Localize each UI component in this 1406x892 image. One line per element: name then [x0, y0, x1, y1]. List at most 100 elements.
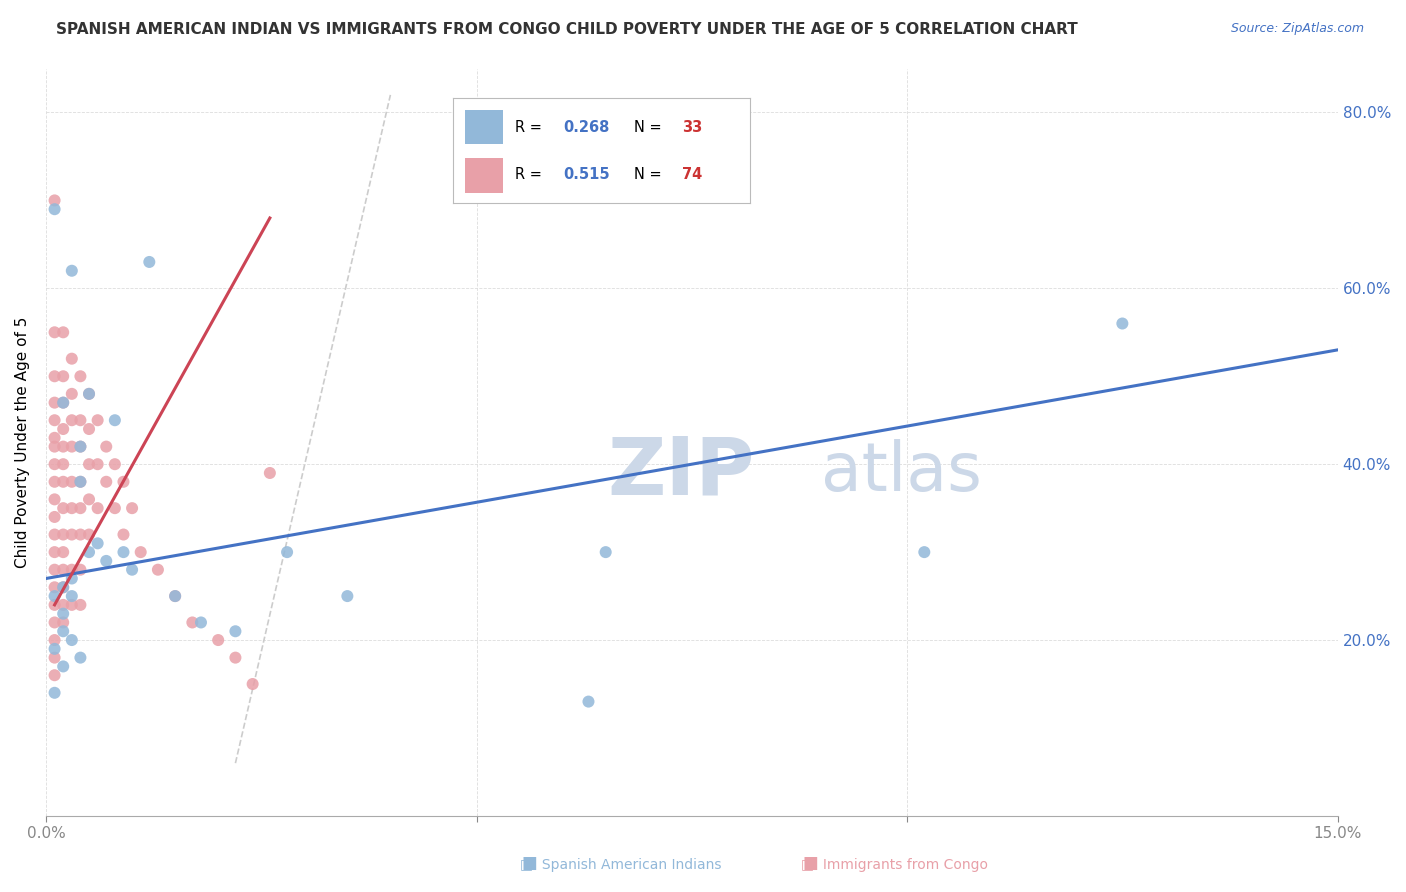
Point: [224, 624, 246, 639]
Point: [52, 527, 75, 541]
Point: [224, 650, 246, 665]
Point: [52, 395, 75, 409]
Point: [60, 589, 83, 603]
Point: [52, 580, 75, 594]
Text: □  Spanish American Indians: □ Spanish American Indians: [520, 858, 721, 872]
Point: [96, 440, 118, 454]
Point: [44, 510, 66, 524]
Point: [259, 466, 281, 480]
Point: [86, 413, 108, 427]
Point: [69, 440, 91, 454]
Point: [44, 580, 66, 594]
Text: SPANISH AMERICAN INDIAN VS IMMIGRANTS FROM CONGO CHILD POVERTY UNDER THE AGE OF : SPANISH AMERICAN INDIAN VS IMMIGRANTS FR…: [56, 22, 1078, 37]
Point: [52, 440, 75, 454]
Point: [77, 457, 100, 471]
Point: [578, 695, 600, 709]
Point: [52, 598, 75, 612]
Point: [146, 563, 169, 577]
Point: [60, 563, 83, 577]
Point: [69, 527, 91, 541]
Point: [44, 413, 66, 427]
Point: [207, 633, 229, 648]
Point: [86, 536, 108, 550]
Point: [912, 545, 935, 559]
Point: [52, 457, 75, 471]
Point: [60, 264, 83, 278]
Point: [52, 563, 75, 577]
Text: Source: ZipAtlas.com: Source: ZipAtlas.com: [1230, 22, 1364, 36]
Point: [44, 326, 66, 340]
Point: [52, 615, 75, 630]
Point: [69, 598, 91, 612]
Point: [44, 194, 66, 208]
Point: [44, 598, 66, 612]
Point: [69, 475, 91, 489]
Point: [60, 527, 83, 541]
Point: [336, 589, 359, 603]
Point: [121, 563, 143, 577]
Point: [96, 554, 118, 568]
Point: [77, 422, 100, 436]
Point: [129, 545, 152, 559]
Point: [69, 440, 91, 454]
Point: [52, 624, 75, 639]
Point: [165, 589, 187, 603]
Point: [60, 475, 83, 489]
Point: [52, 607, 75, 621]
Point: [60, 387, 83, 401]
Point: [77, 492, 100, 507]
Text: ■: ■: [522, 855, 537, 872]
Point: [69, 650, 91, 665]
Point: [1111, 317, 1133, 331]
Point: [44, 527, 66, 541]
Point: [121, 501, 143, 516]
Point: [44, 589, 66, 603]
Point: [44, 686, 66, 700]
Point: [44, 457, 66, 471]
Point: [77, 545, 100, 559]
Point: [69, 475, 91, 489]
Point: [104, 457, 127, 471]
Point: [60, 572, 83, 586]
Point: [60, 413, 83, 427]
Point: [112, 527, 135, 541]
Point: [242, 677, 264, 691]
Point: [104, 413, 127, 427]
Point: [60, 351, 83, 366]
Y-axis label: Child Poverty Under the Age of 5: Child Poverty Under the Age of 5: [15, 317, 30, 568]
Point: [44, 563, 66, 577]
Point: [112, 475, 135, 489]
Point: [60, 598, 83, 612]
Point: [44, 650, 66, 665]
Point: [86, 457, 108, 471]
Point: [44, 431, 66, 445]
Point: [44, 440, 66, 454]
Point: [44, 202, 66, 217]
Point: [52, 659, 75, 673]
Point: [52, 422, 75, 436]
Point: [44, 633, 66, 648]
Text: ■: ■: [803, 855, 818, 872]
Point: [69, 563, 91, 577]
Point: [44, 641, 66, 656]
Point: [276, 545, 298, 559]
Text: atlas: atlas: [821, 439, 981, 505]
Point: [52, 326, 75, 340]
Point: [165, 589, 187, 603]
Point: [96, 475, 118, 489]
Point: [69, 369, 91, 384]
Point: [44, 545, 66, 559]
Point: [52, 545, 75, 559]
Point: [69, 501, 91, 516]
Text: □  Immigrants from Congo: □ Immigrants from Congo: [801, 858, 988, 872]
Point: [77, 387, 100, 401]
Point: [52, 369, 75, 384]
Point: [52, 475, 75, 489]
Point: [104, 501, 127, 516]
Point: [44, 492, 66, 507]
Point: [44, 395, 66, 409]
Point: [77, 527, 100, 541]
Point: [77, 387, 100, 401]
Point: [44, 475, 66, 489]
Point: [44, 369, 66, 384]
